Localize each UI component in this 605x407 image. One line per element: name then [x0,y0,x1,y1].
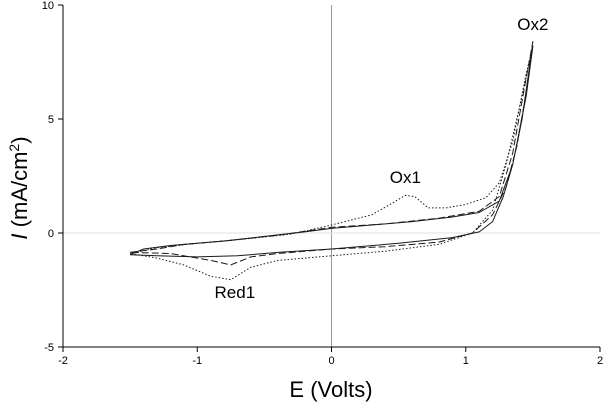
cv-series-dotted [129,45,534,281]
x-tick-label: -1 [192,355,202,367]
y-tick-label: 5 [48,114,54,126]
y-tick-label: 10 [42,0,54,12]
zero-lines [63,5,600,347]
annotation-ox1: Ox1 [390,168,421,187]
peak-annotations: Ox1 Ox2 Red1 [215,15,549,302]
cv-series-dashed [130,41,534,266]
x-axis-title: E (Volts) [289,377,372,402]
y-axis-title-units: (mA/cm [7,152,32,234]
x-tick-label: 0 [328,355,334,367]
x-tick-label: 2 [597,355,603,367]
y-tick-label: -5 [44,342,54,354]
y-axis-title-close: ) [7,136,32,143]
y-axis-title-exponent: 2 [6,144,22,152]
y-tick-label: 0 [48,228,54,240]
x-tick-label: 1 [463,355,469,367]
tick-marks [58,4,601,352]
cv-curves [129,41,534,281]
y-axis-title-symbol: I [7,233,32,239]
tick-labels: -2 -1 0 1 2 -5 0 5 10 [42,0,603,367]
y-axis-title: I (mA/cm2) [6,136,32,239]
annotation-red1: Red1 [215,283,256,302]
x-tick-label: -2 [58,355,68,367]
annotation-ox2: Ox2 [517,15,548,34]
